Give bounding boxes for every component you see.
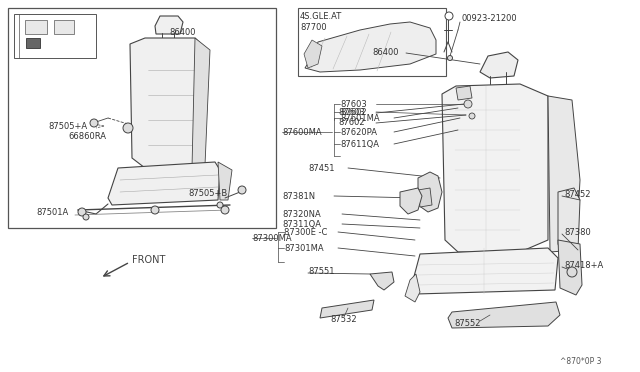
- Text: 87311QA: 87311QA: [282, 219, 321, 228]
- Text: 87603: 87603: [340, 99, 367, 109]
- Text: 87600MA: 87600MA: [282, 128, 322, 137]
- Bar: [25, 20, 47, 34]
- Text: 87620PA: 87620PA: [340, 128, 377, 137]
- Polygon shape: [405, 274, 420, 302]
- Text: 87551: 87551: [308, 267, 335, 276]
- Text: 4S.GLE.AT: 4S.GLE.AT: [300, 12, 342, 20]
- Polygon shape: [456, 86, 472, 100]
- Text: 87611QA: 87611QA: [340, 140, 379, 148]
- Bar: [26, 38, 40, 48]
- Bar: [298, 8, 446, 76]
- Text: 87380: 87380: [564, 228, 591, 237]
- Polygon shape: [370, 272, 394, 290]
- Text: 87603: 87603: [338, 108, 365, 116]
- Circle shape: [151, 206, 159, 214]
- Circle shape: [567, 267, 577, 277]
- Text: 87452: 87452: [564, 189, 591, 199]
- Polygon shape: [305, 22, 436, 72]
- Polygon shape: [304, 40, 322, 68]
- Polygon shape: [442, 84, 548, 252]
- Text: 87601MA: 87601MA: [340, 113, 380, 122]
- Polygon shape: [400, 188, 422, 214]
- Text: 87602: 87602: [338, 118, 365, 126]
- Circle shape: [90, 119, 98, 127]
- Polygon shape: [448, 302, 560, 328]
- Text: 66860RA: 66860RA: [68, 131, 106, 141]
- Text: 87501A: 87501A: [36, 208, 68, 217]
- Polygon shape: [108, 162, 220, 205]
- Bar: [14, 14, 96, 58]
- Circle shape: [78, 208, 86, 216]
- Text: 87451: 87451: [308, 164, 335, 173]
- Text: 87300MA: 87300MA: [252, 234, 292, 243]
- Polygon shape: [320, 300, 374, 318]
- Text: 87301MA: 87301MA: [284, 244, 324, 253]
- Circle shape: [83, 214, 89, 220]
- Text: 86400: 86400: [372, 48, 399, 57]
- Text: 87505+A: 87505+A: [48, 122, 87, 131]
- Bar: [8, 8, 276, 228]
- Circle shape: [238, 186, 246, 194]
- Text: FRONT: FRONT: [132, 255, 165, 265]
- Text: 86400: 86400: [170, 28, 196, 36]
- Circle shape: [217, 202, 223, 208]
- Text: 87300E -C: 87300E -C: [284, 228, 328, 237]
- Polygon shape: [480, 52, 518, 78]
- Text: ^870*0P 3: ^870*0P 3: [560, 357, 602, 366]
- Polygon shape: [418, 172, 442, 212]
- Polygon shape: [548, 96, 580, 252]
- Text: 87505+B: 87505+B: [188, 189, 227, 198]
- Circle shape: [447, 55, 452, 61]
- Text: 87320NA: 87320NA: [282, 209, 321, 218]
- Polygon shape: [558, 188, 580, 254]
- Circle shape: [445, 12, 453, 20]
- Polygon shape: [558, 240, 582, 295]
- Polygon shape: [218, 162, 232, 200]
- Text: 87418+A: 87418+A: [564, 260, 604, 269]
- Circle shape: [221, 206, 229, 214]
- Polygon shape: [418, 188, 432, 207]
- Polygon shape: [130, 38, 205, 168]
- Text: 87602: 87602: [340, 108, 367, 116]
- Text: 87552: 87552: [455, 318, 481, 327]
- Text: 00923-21200: 00923-21200: [462, 13, 518, 22]
- Circle shape: [464, 100, 472, 108]
- Text: 87532: 87532: [331, 314, 357, 324]
- Polygon shape: [155, 16, 183, 34]
- Circle shape: [469, 113, 475, 119]
- Circle shape: [123, 123, 133, 133]
- Polygon shape: [412, 248, 558, 294]
- Bar: [54, 20, 74, 34]
- Polygon shape: [192, 38, 210, 168]
- Text: 87700: 87700: [300, 22, 326, 32]
- Text: 87381N: 87381N: [282, 192, 315, 201]
